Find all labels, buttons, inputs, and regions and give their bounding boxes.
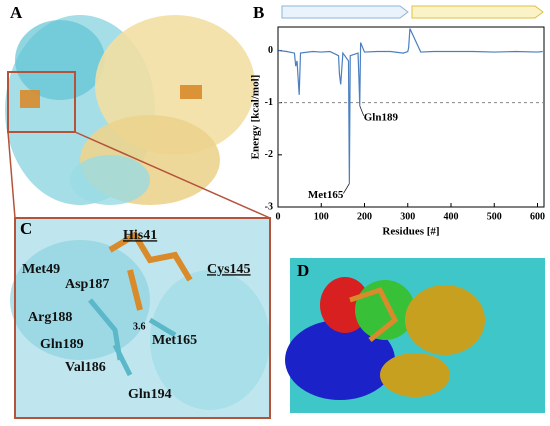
x-tick-label: 200 — [357, 211, 372, 222]
surface — [285, 258, 545, 413]
panel-label: C — [20, 219, 32, 238]
residue-label: His41 — [123, 228, 157, 243]
y-tick-label: 0 — [268, 45, 273, 56]
annotation-leader — [359, 105, 365, 116]
annotation: Gln189 — [364, 111, 399, 123]
panel-label: D — [297, 261, 309, 280]
panel-label: A — [10, 3, 23, 22]
x-tick-label: 100 — [314, 211, 329, 222]
residue-label: Gln189 — [40, 337, 84, 352]
residue-label: Gln194 — [128, 387, 172, 402]
x-tick-label: 300 — [400, 211, 415, 222]
y-tick-label: -1 — [265, 97, 273, 108]
binding-site — [10, 218, 270, 418]
residue-label: Met49 — [22, 262, 60, 277]
x-tick-label: 0 — [276, 211, 281, 222]
x-tick-label: 400 — [444, 211, 459, 222]
series-line — [278, 28, 543, 184]
zoom-box — [7, 71, 76, 133]
annotation: Met165 — [308, 189, 344, 201]
plot-frame — [277, 26, 545, 208]
zoom-line — [74, 131, 271, 219]
domain-arrow — [281, 5, 409, 19]
x-tick-label: 500 — [487, 211, 502, 222]
y-axis-label: Energy [kcal/mol] — [250, 75, 262, 160]
panel-label: B — [253, 3, 264, 22]
x-axis-label: Residues [#] — [382, 226, 439, 238]
domain-arrow — [411, 5, 544, 19]
annotation-leader — [343, 183, 350, 194]
zoom-line — [7, 131, 16, 219]
x-tick-label: 600 — [530, 211, 545, 222]
residue-label: Met165 — [152, 333, 197, 348]
y-tick-label: -3 — [265, 201, 273, 212]
y-tick-label: -2 — [265, 149, 273, 160]
residue-label: Cys145 — [207, 262, 251, 277]
residue-label: Asp187 — [65, 277, 109, 292]
residue-label: Val186 — [65, 360, 106, 375]
residue-label: Arg188 — [28, 310, 72, 325]
protein-cartoon — [5, 15, 255, 205]
distance-label: 3.6 — [133, 321, 146, 332]
panel-frame — [14, 217, 271, 419]
